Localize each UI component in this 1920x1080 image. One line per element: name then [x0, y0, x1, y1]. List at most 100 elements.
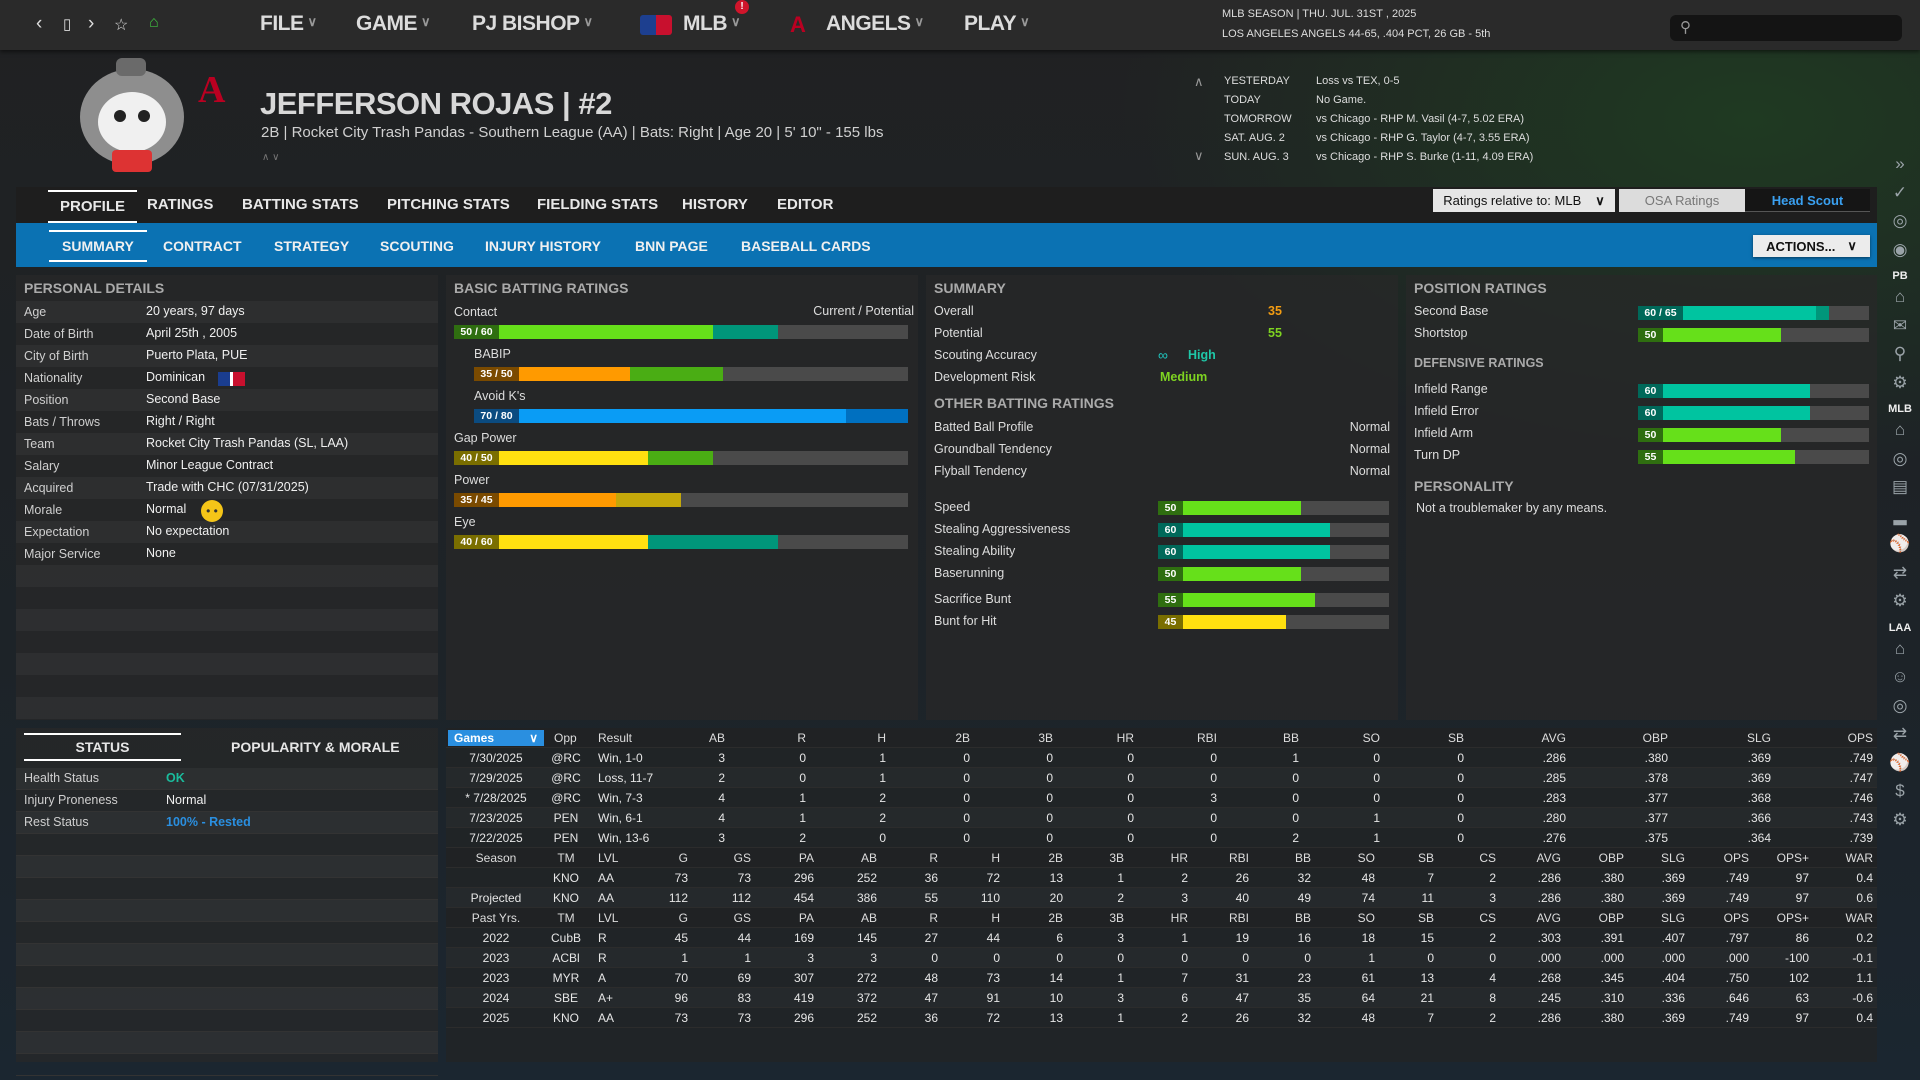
game-stat: 2	[1292, 831, 1299, 845]
rating-value: 70 / 80	[474, 409, 519, 423]
forward-icon[interactable]: ›	[88, 13, 95, 34]
subtab-contract[interactable]: CONTRACT	[163, 238, 242, 254]
mail-icon[interactable]: ✉	[1892, 315, 1908, 335]
subtab-scouting[interactable]: SCOUTING	[380, 238, 454, 254]
card-icon[interactable]: ▤	[1891, 477, 1909, 496]
subtab-injury-history[interactable]: INJURY HISTORY	[485, 238, 601, 254]
overall-label: Overall	[934, 304, 974, 318]
tab-history[interactable]: HISTORY	[682, 196, 748, 213]
menu-file[interactable]: FILE ∨	[260, 12, 317, 35]
game-opponent: PEN	[553, 831, 579, 845]
game-row[interactable]: 7/22/2025 PEN Win, 13-6 3 2 0 0 0 0 0 2 1 0 .276 .375.…	[446, 828, 1877, 848]
osa-ratings-button[interactable]: OSA Ratings	[1619, 189, 1745, 212]
dollar-icon[interactable]: $	[1895, 781, 1905, 800]
player-nav-arrows[interactable]: ∧ ∨	[262, 152, 280, 163]
game-stat: 0	[1046, 771, 1053, 785]
search-box[interactable]: ⚲	[1670, 15, 1902, 41]
tab-popularity-morale[interactable]: POPULARITY & MORALE	[231, 739, 400, 755]
back-icon[interactable]: ‹	[36, 13, 43, 34]
season-stat: .000	[1725, 951, 1749, 965]
season-stat: .286	[1537, 871, 1561, 885]
col-header: WAR	[1845, 911, 1873, 925]
search-icon[interactable]: ⚲	[1893, 344, 1907, 363]
development-risk-label: Development Risk	[934, 370, 1036, 384]
col-header: Past Yrs.	[471, 911, 521, 925]
expand-icon[interactable]: »	[1895, 154, 1905, 173]
window-icon[interactable]: ▯	[63, 16, 72, 33]
subtab-bnn-page[interactable]: BNN PAGE	[635, 238, 708, 254]
schedule-down-icon[interactable]: ∨	[1194, 148, 1204, 163]
season-stat: 1	[1181, 931, 1188, 945]
season-stat: 0	[1304, 951, 1311, 965]
game-stat: .749	[1849, 751, 1873, 765]
notification-badge[interactable]: !	[735, 0, 749, 14]
tab-fielding-stats[interactable]: FIELDING STATS	[537, 196, 659, 213]
baseball-icon[interactable]: ⚾	[1889, 752, 1911, 772]
eye-icon[interactable]: ◎	[1892, 695, 1908, 715]
tab-batting-stats[interactable]: BATTING STATS	[242, 196, 359, 213]
star-icon[interactable]: ☆	[114, 17, 129, 34]
coach-icon[interactable]: ☺	[1891, 667, 1909, 686]
tab-status[interactable]: STATUS	[24, 733, 181, 761]
search-input[interactable]	[1704, 18, 1894, 38]
level: A	[598, 971, 607, 985]
detail-row: Position Second Base	[16, 389, 438, 411]
home-icon[interactable]: ⌂	[1894, 638, 1906, 658]
games-view-select[interactable]: Games ∨	[448, 730, 544, 746]
trade-icon[interactable]: ⇄	[1892, 724, 1908, 743]
game-row[interactable]: 7/23/2025 PEN Win, 6-1 4 1 2 0 0 0 0 0 1 0 .280 .377 .3…	[446, 808, 1877, 828]
trade-icon[interactable]: ⇄	[1892, 562, 1908, 582]
position-label: Shortstop	[1414, 326, 1468, 340]
actions-button[interactable]: ACTIONS... ∨	[1753, 235, 1870, 257]
menu-game[interactable]: GAME ∨	[356, 12, 431, 35]
neutral-face-icon: • •	[201, 500, 223, 522]
detail-row	[16, 587, 438, 609]
baseball-icon[interactable]: ⚾	[1889, 534, 1911, 553]
ratings-relative-select[interactable]: Ratings relative to: MLB ∨	[1433, 189, 1615, 212]
detail-value: 20 years, 97 days	[146, 304, 245, 318]
subtab-strategy[interactable]: STRATEGY	[274, 238, 350, 254]
level: A+	[598, 991, 614, 1005]
schedule-up-icon[interactable]: ∧	[1194, 74, 1204, 89]
subtab-summary[interactable]: SUMMARY	[49, 230, 147, 262]
current-fill	[1183, 593, 1316, 607]
head-scout-button[interactable]: Head Scout	[1745, 189, 1870, 212]
menu-mlb[interactable]: MLB ∨	[683, 12, 741, 35]
col-header: SB	[1417, 851, 1434, 865]
menu-play[interactable]: PLAY ∨	[964, 12, 1030, 35]
season-stat: 1	[1117, 871, 1124, 885]
rating-value: 55	[1638, 450, 1663, 464]
globe-icon[interactable]: ◎	[1892, 211, 1908, 230]
menu-angels[interactable]: ANGELS ∨	[826, 12, 924, 35]
position-rating-bar: 50	[1638, 328, 1869, 342]
menu-pj-bishop[interactable]: PJ BISHOP ∨	[472, 12, 593, 35]
lightbulb-icon[interactable]: ◉	[1892, 239, 1908, 259]
game-stat: 0	[963, 751, 970, 765]
season-row: Projected KNO AA 112 112 454 386 55 110 20 2 3 40 49 7…	[446, 888, 1877, 908]
schedule-day: TOMORROW	[1224, 113, 1292, 125]
game-stat: 0	[1046, 811, 1053, 825]
settings-icon[interactable]: ⚙	[1892, 809, 1908, 829]
game-row[interactable]: 7/30/2025 @RC Win, 1-0 3 0 1 0 0 0 0 1 0 0 .286 .380 .3…	[446, 748, 1877, 768]
other-rating-label: Flyball Tendency	[934, 464, 1027, 478]
current-fill	[519, 409, 847, 423]
home-icon[interactable]: ⌂	[149, 14, 159, 31]
tab-pitching-stats[interactable]: PITCHING STATS	[387, 196, 510, 213]
season-stat: 13	[1049, 1011, 1063, 1025]
check-icon[interactable]: ✓	[1892, 182, 1908, 202]
subtab-baseball-cards[interactable]: BASEBALL CARDS	[741, 238, 871, 254]
home-icon[interactable]: ⌂	[1894, 420, 1906, 439]
status-value: OK	[166, 771, 185, 785]
settings-icon[interactable]: ⚙	[1892, 591, 1908, 610]
eye-icon[interactable]: ◎	[1892, 448, 1908, 468]
tab-ratings[interactable]: RATINGS	[147, 196, 214, 213]
home-icon[interactable]: ⌂	[1894, 287, 1906, 306]
tab-editor[interactable]: EDITOR	[777, 196, 834, 213]
season-stat: .286	[1537, 1011, 1561, 1025]
sidebar-group-label: PB	[1892, 270, 1908, 282]
tab-profile[interactable]: PROFILE	[48, 190, 138, 223]
chart-icon[interactable]: ▂	[1893, 505, 1907, 525]
game-row[interactable]: * 7/28/2025 @RC Win, 7-3 4 1 2 0 0 0 3 0 0 0 .283 .377…	[446, 788, 1877, 808]
game-row[interactable]: 7/29/2025 @RC Loss, 11-7 2 0 1 0 0 0 0 0 0 0 .285 .378…	[446, 768, 1877, 788]
settings-icon[interactable]: ⚙	[1892, 372, 1908, 392]
